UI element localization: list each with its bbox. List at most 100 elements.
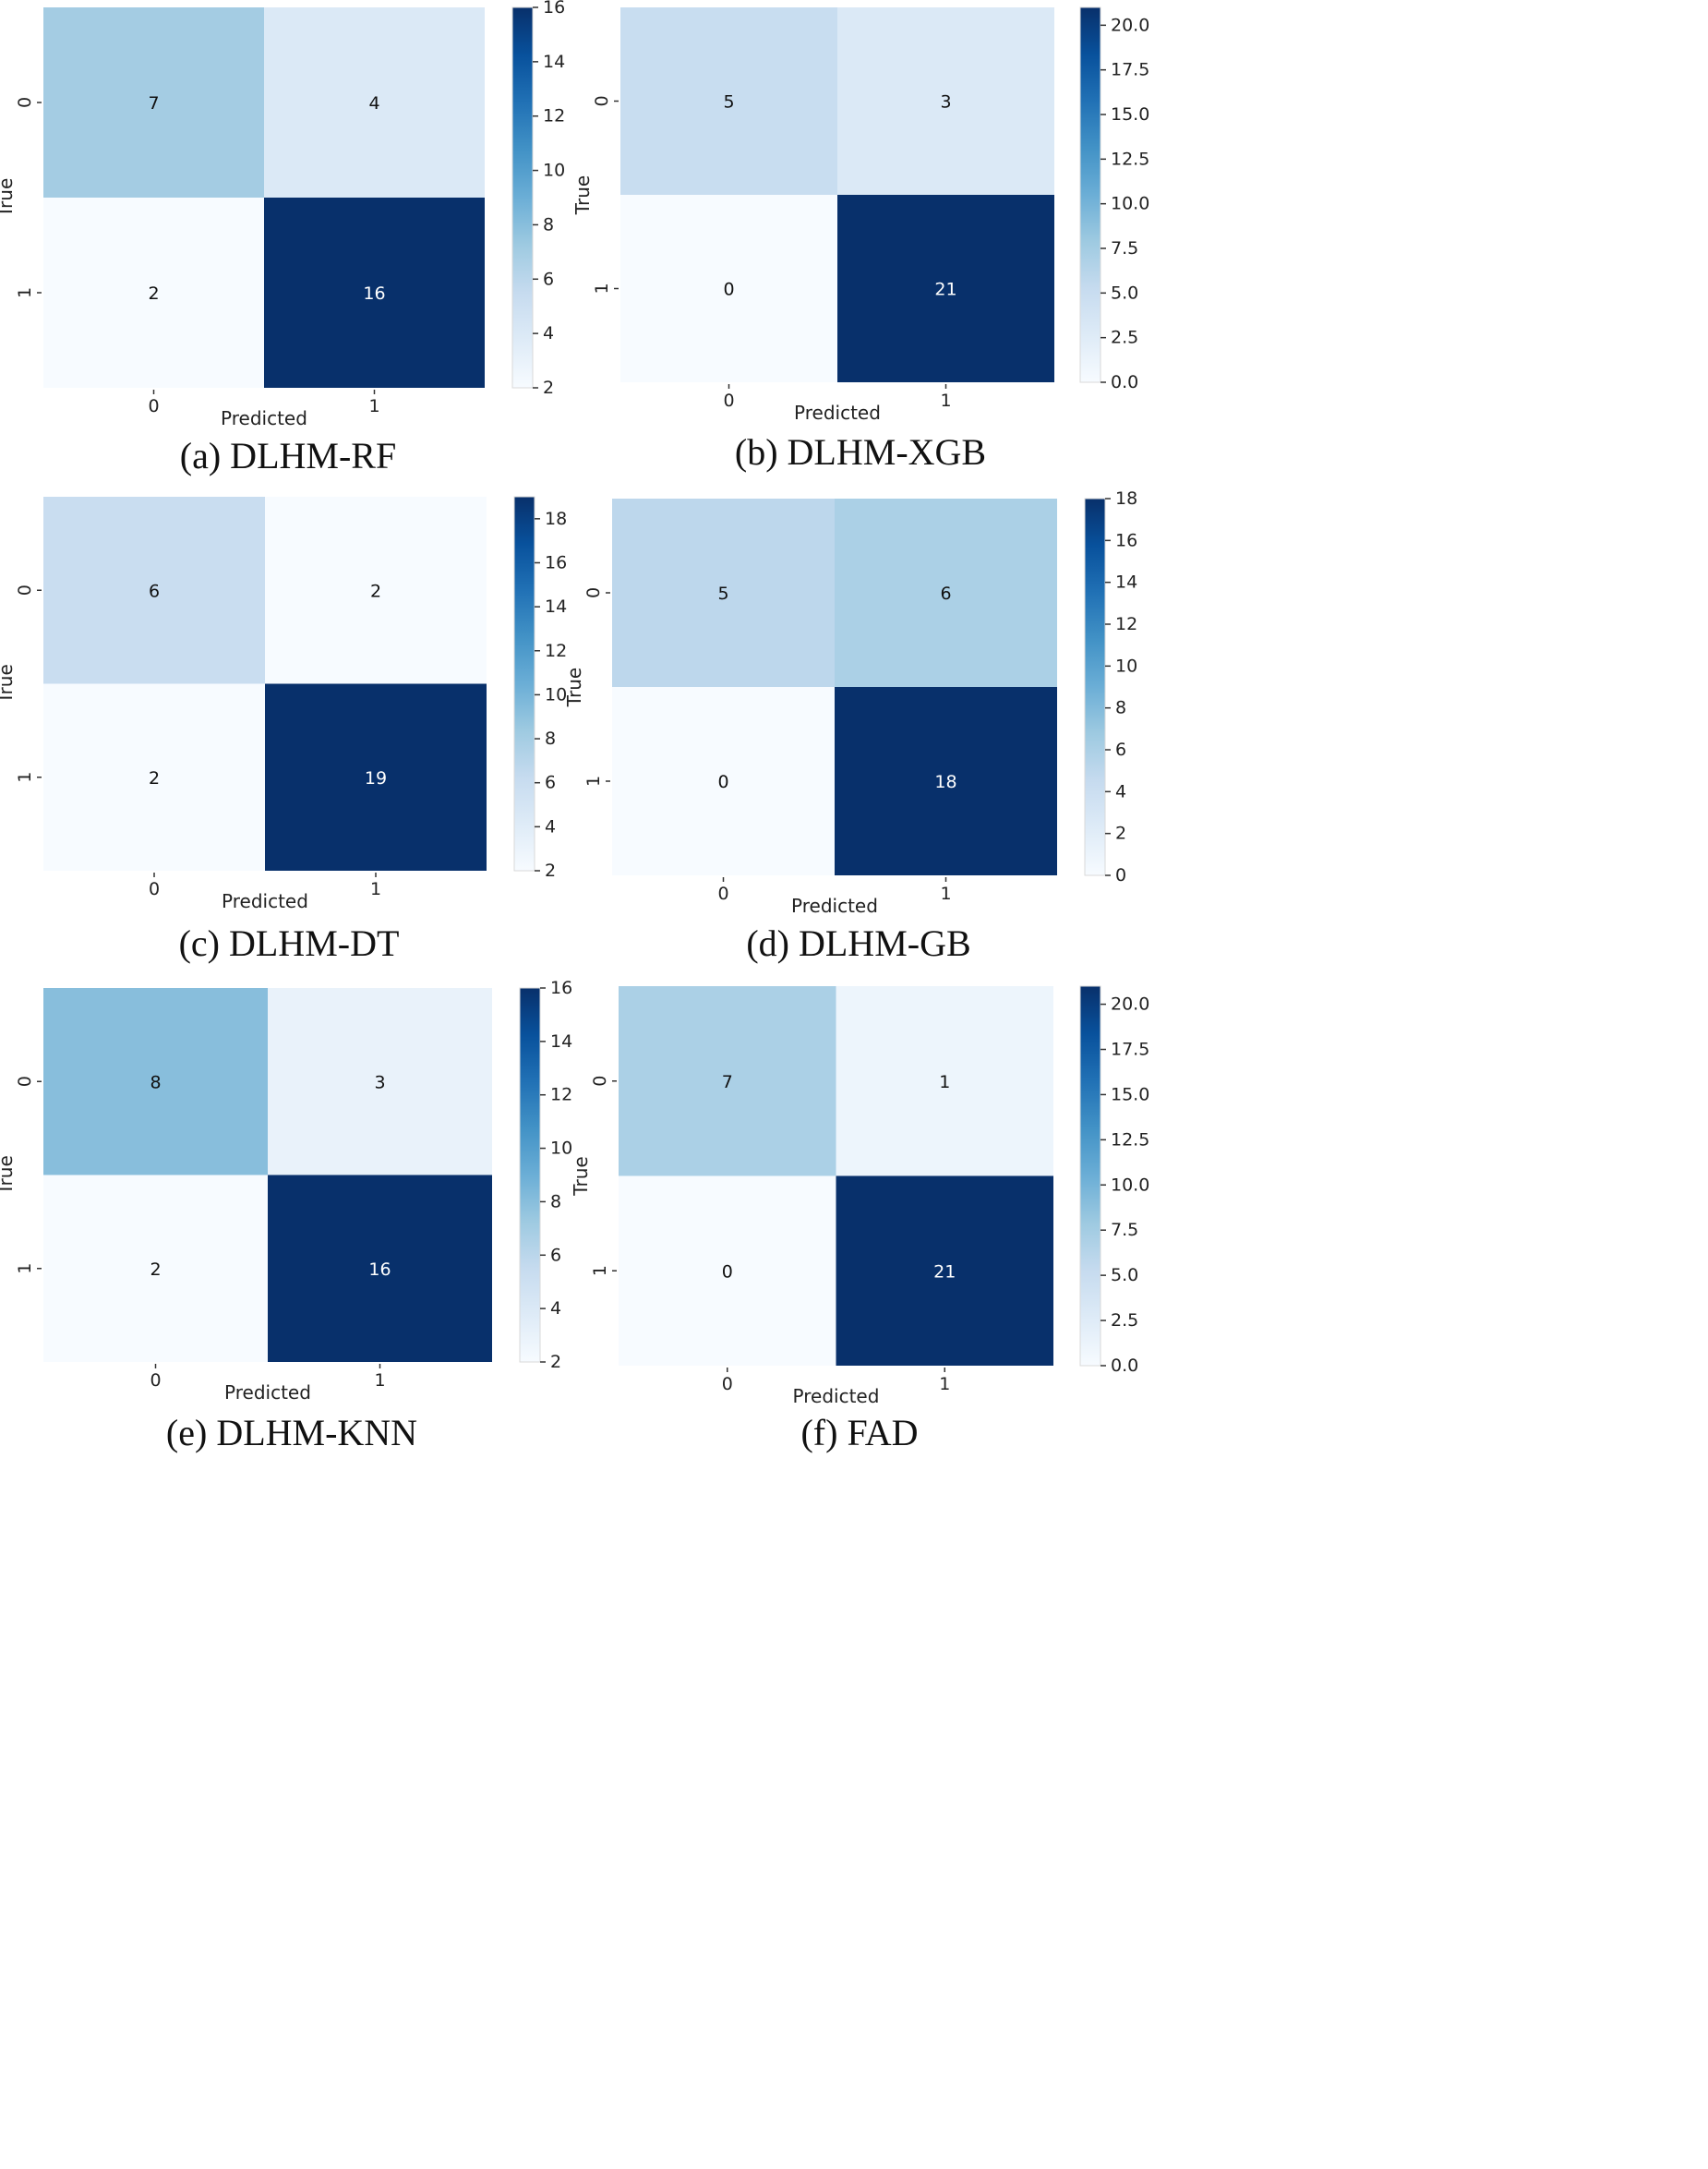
cell-value-label: 8 <box>150 1072 161 1092</box>
cell-value-label: 7 <box>148 93 159 114</box>
colorbar-tick-label: 18 <box>545 509 567 529</box>
heatmap-cell <box>835 499 1057 687</box>
colorbar-tick-label: 10 <box>550 1139 572 1159</box>
panel-caption: (e) DLHM-KNN <box>166 1412 417 1453</box>
x-tick-label: 0 <box>717 884 728 904</box>
colorbar-tick-label: 2.5 <box>1111 1310 1138 1331</box>
heatmap-cell <box>43 1175 268 1362</box>
colorbar <box>1084 498 1106 876</box>
heatmap-cell <box>268 988 492 1175</box>
cell-value-label: 5 <box>717 584 728 604</box>
heatmap-cell <box>836 986 1053 1176</box>
y-tick-label: 0 <box>15 584 35 596</box>
colorbar-tick-label: 4 <box>543 323 554 343</box>
y-tick-label: 0 <box>583 587 604 598</box>
y-axis-label: True <box>0 1155 17 1195</box>
colorbar-tick-label: 8 <box>550 1191 561 1211</box>
colorbar-tick-label: 16 <box>550 978 572 998</box>
colorbar-tick-label: 15.0 <box>1111 104 1149 125</box>
cell-value-label: 0 <box>723 280 734 300</box>
cell-value-label: 2 <box>150 1259 161 1280</box>
heatmap-cell <box>620 195 837 382</box>
y-axis-label: True <box>570 1156 592 1196</box>
panel-caption: (c) DLHM-DT <box>179 922 400 964</box>
x-tick-label: 0 <box>148 396 159 416</box>
y-tick-label: 1 <box>590 1265 610 1276</box>
colorbar <box>1079 985 1101 1367</box>
colorbar-tick-label: 5.0 <box>1111 1265 1138 1285</box>
x-tick-label: 1 <box>368 396 379 416</box>
colorbar-tick-label: 12 <box>1115 614 1137 634</box>
colorbar-tick-label: 2.5 <box>1111 328 1138 348</box>
cell-value-label: 21 <box>934 280 956 300</box>
cell-value-label: 21 <box>933 1261 956 1282</box>
colorbar-tick-label: 12 <box>545 641 567 661</box>
colorbar-tick-label: 4 <box>545 816 556 837</box>
confusion-matrix-1: 5 3 0 21 0 1 0 1 Predicted True 0.0 2.5 5.0 7.5 10.0 12… <box>571 6 1149 473</box>
y-tick-label: 1 <box>15 1263 35 1274</box>
x-axis-label: Predicted <box>793 1385 880 1407</box>
x-tick-label: 0 <box>723 391 734 411</box>
x-axis-label: Predicted <box>221 407 307 429</box>
x-tick-label: 0 <box>722 1374 733 1394</box>
cell-value-label: 4 <box>368 93 379 114</box>
heatmap-cell <box>619 986 836 1176</box>
heatmap-cell <box>43 988 268 1175</box>
x-tick-label: 1 <box>940 884 951 904</box>
cell-value-label: 18 <box>934 772 956 792</box>
heatmap-cell <box>264 7 485 198</box>
x-axis-label: Predicted <box>222 890 308 912</box>
colorbar-tick-label: 10.0 <box>1111 194 1149 214</box>
cell-value-label: 0 <box>722 1261 733 1282</box>
colorbar-tick-label: 15.0 <box>1111 1084 1149 1104</box>
x-tick-label: 1 <box>940 391 951 411</box>
colorbar-tick-label: 20.0 <box>1111 15 1149 35</box>
colorbar-tick-label: 2 <box>545 861 556 881</box>
x-axis-label: Predicted <box>224 1381 311 1404</box>
colorbar-tick-label: 7.5 <box>1111 238 1138 259</box>
colorbar-tick-label: 2 <box>543 378 554 398</box>
cell-value-label: 2 <box>148 283 159 304</box>
heatmap-cell <box>43 198 264 388</box>
colorbar-tick-label: 20.0 <box>1111 994 1149 1015</box>
panel-caption: (f) FAD <box>800 1412 918 1453</box>
y-tick-label: 1 <box>592 283 612 294</box>
colorbar-tick-label: 12 <box>550 1085 572 1105</box>
colorbar-tick-label: 4 <box>550 1298 561 1319</box>
colorbar-tick-label: 0.0 <box>1111 1356 1138 1376</box>
colorbar <box>1079 6 1101 383</box>
colorbar-tick-label: 18 <box>1115 488 1137 509</box>
colorbar <box>513 496 535 872</box>
heatmap-cell <box>836 1175 1053 1366</box>
heatmap-cell <box>612 499 835 687</box>
y-axis-label: True <box>0 178 17 218</box>
panel-caption: (b) DLHM-XGB <box>735 431 986 473</box>
colorbar-tick-label: 8 <box>545 729 556 749</box>
y-tick-label: 1 <box>15 772 35 783</box>
colorbar-tick-label: 14 <box>1115 572 1137 593</box>
colorbar-tick-label: 16 <box>543 0 565 18</box>
cell-value-label: 1 <box>939 1072 950 1092</box>
heatmap-cell <box>268 1175 492 1362</box>
heatmap-cell <box>835 687 1057 875</box>
colorbar-tick-label: 12.5 <box>1111 149 1149 169</box>
cell-value-label: 5 <box>723 92 734 113</box>
y-axis-label: True <box>0 664 17 704</box>
heatmap-cell <box>43 7 264 198</box>
heatmap-cell <box>837 7 1054 195</box>
y-tick-label: 1 <box>583 776 604 787</box>
y-tick-label: 0 <box>15 1076 35 1087</box>
heatmap-cell <box>612 687 835 875</box>
colorbar-tick-label: 8 <box>543 214 554 235</box>
y-tick-label: 0 <box>592 95 612 106</box>
cell-value-label: 2 <box>370 581 381 601</box>
colorbar-tick-label: 8 <box>1115 698 1126 718</box>
heatmap-cell <box>619 1175 836 1366</box>
colorbar-tick-label: 4 <box>1115 781 1126 801</box>
colorbar <box>519 987 541 1363</box>
colorbar-tick-label: 6 <box>543 269 554 289</box>
colorbar-tick-label: 14 <box>543 52 565 72</box>
